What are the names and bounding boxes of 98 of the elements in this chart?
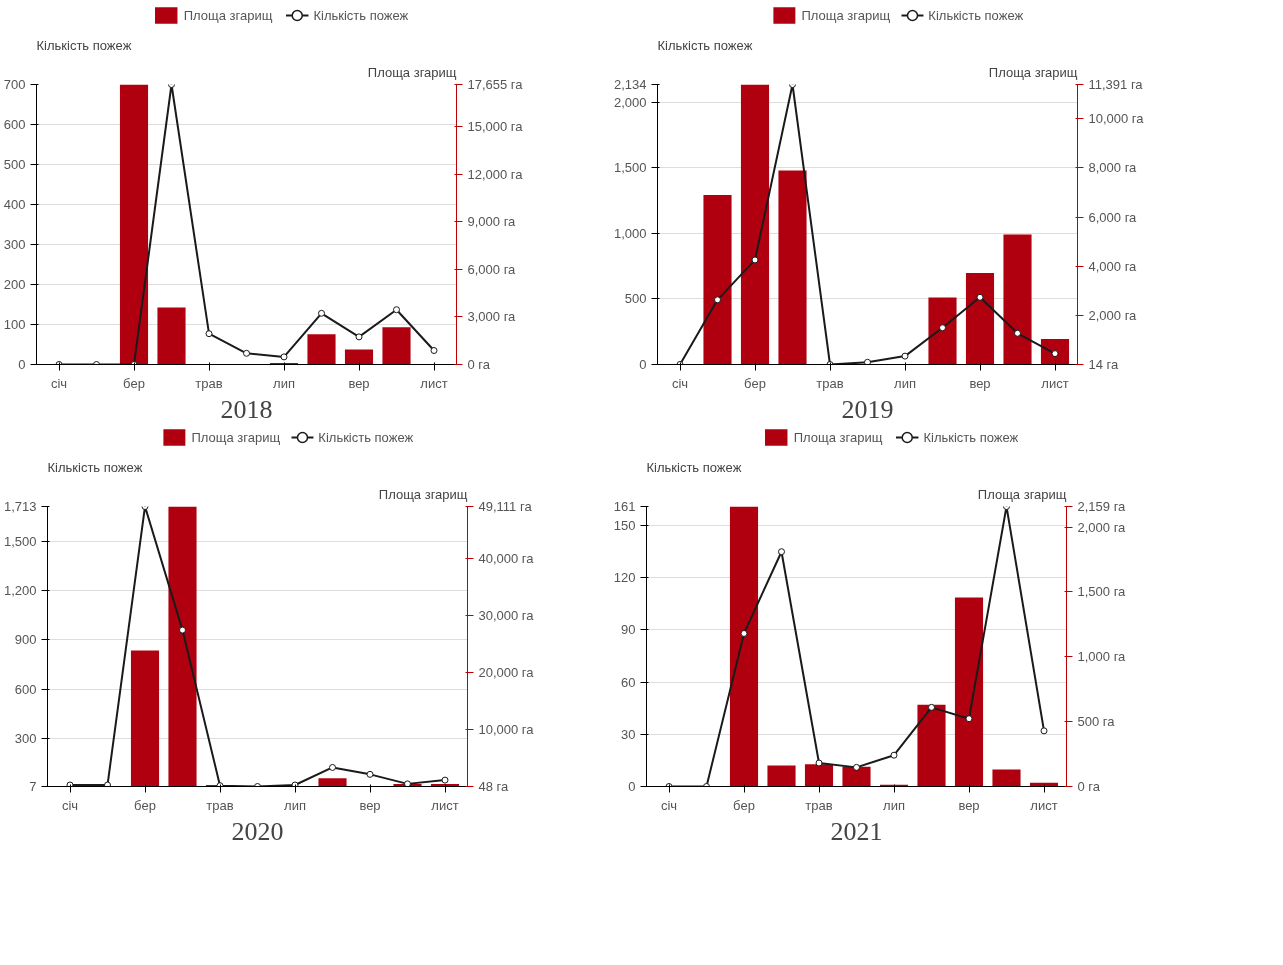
y2-tick-label: 15,000 га	[467, 119, 524, 135]
x-tick-label: бер	[733, 797, 755, 813]
legend-label: Площа згарищ	[801, 8, 891, 23]
x-tick-label: лип	[894, 375, 916, 391]
text: 2021	[830, 816, 883, 846]
y-tick-label: 100	[3, 317, 26, 332]
x-tick-label: вер	[958, 797, 980, 813]
x-tick-label: лип	[273, 375, 295, 391]
y2-tick-label: 0 га	[1077, 779, 1101, 794]
legend-label: Площа згарищ	[191, 430, 281, 445]
y-tick-label: 60	[621, 674, 636, 690]
y-tick-label: 500	[624, 291, 647, 307]
x-tick-label: січ	[50, 375, 68, 391]
y-tick-label: 30	[621, 726, 636, 742]
x-tick-label: бер	[134, 797, 156, 813]
y2-tick-label: 10,000 га	[478, 722, 535, 738]
y-tick-label: 2,000	[613, 94, 647, 110]
y2-tick-label: 14 га	[1088, 357, 1120, 372]
text: 2019	[841, 394, 894, 424]
y-axis-title: Кількість пожеж	[47, 459, 143, 475]
x-tick-label: лист	[431, 797, 459, 813]
y-tick-label: 0	[18, 357, 26, 372]
y2-tick-label: 10,000 га	[1088, 111, 1145, 127]
y2-tick-label: 12,000 га	[467, 166, 524, 182]
x-tick-label: трав	[805, 797, 833, 813]
y2-tick-label: 6,000 га	[467, 261, 517, 277]
y-tick-label: 300	[3, 237, 26, 252]
y2-tick-label: 49,111 га	[478, 499, 533, 514]
x-tick-label: вер	[969, 375, 991, 391]
y2-axis-title: Площа згарищ	[367, 64, 457, 80]
y-tick-label: 7	[29, 779, 37, 794]
x-tick-label: лист	[1030, 797, 1058, 813]
y2-tick-label: 9,000 га	[467, 214, 517, 230]
y2-tick-label: 17,655 га	[467, 77, 524, 92]
y-tick-label: 900	[14, 632, 37, 648]
y2-axis-title: Площа згарищ	[988, 64, 1078, 80]
y-tick-label: 1,000	[613, 225, 647, 241]
legend-label: Кількість пожеж	[928, 8, 1024, 23]
x-tick-label: вер	[359, 797, 381, 813]
text: 2020	[231, 816, 284, 846]
y-tick-label: 0	[628, 779, 636, 794]
y-tick-label: 200	[3, 277, 26, 292]
legend-label: Площа згарищ	[793, 430, 883, 445]
legend-label: Кількість пожеж	[923, 430, 1019, 445]
y-tick-label: 0	[639, 357, 647, 372]
y2-axis-title: Площа згарищ	[977, 486, 1067, 502]
y-tick-label: 1,713	[3, 499, 37, 514]
y-axis-title: Кількість пожеж	[36, 37, 132, 53]
x-tick-label: лип	[284, 797, 306, 813]
x-tick-label: лист	[1041, 375, 1069, 391]
y2-tick-label: 40,000 га	[478, 551, 535, 566]
x-tick-label: бер	[123, 375, 145, 391]
x-tick-label: трав	[816, 375, 844, 391]
y2-tick-label: 48 га	[478, 779, 510, 794]
y2-tick-label: 3,000 га	[467, 309, 517, 325]
y2-tick-label: 6,000 га	[1088, 209, 1138, 225]
y2-tick-label: 8,000 га	[1088, 160, 1138, 176]
y-tick-label: 600	[14, 681, 37, 697]
text: 2018	[220, 394, 273, 424]
y-tick-label: 2,134	[613, 77, 647, 92]
x-tick-label: вер	[348, 375, 370, 391]
y-tick-label: 600	[3, 117, 26, 132]
x-tick-label: лип	[883, 797, 905, 813]
y2-tick-label: 20,000 га	[478, 665, 535, 681]
x-tick-label: трав	[195, 375, 223, 391]
legend-label: Площа згарищ	[183, 8, 273, 23]
y2-tick-label: 1,000 га	[1077, 649, 1127, 665]
y-tick-label: 1,500	[613, 160, 647, 176]
x-tick-label: бер	[744, 375, 766, 391]
y-tick-label: 150	[613, 518, 636, 534]
y2-tick-label: 2,159 га	[1077, 499, 1127, 514]
x-tick-label: лист	[420, 375, 448, 391]
x-tick-label: трав	[206, 797, 234, 813]
y2-axis-title: Площа згарищ	[378, 486, 468, 502]
y-tick-label: 1,200	[3, 583, 37, 599]
x-tick-label: січ	[660, 797, 678, 813]
y-tick-label: 300	[14, 730, 37, 746]
x-tick-label: січ	[671, 375, 689, 391]
legend-label: Кількість пожеж	[318, 430, 414, 445]
y2-tick-label: 11,391 га	[1088, 77, 1144, 92]
y2-tick-label: 4,000 га	[1088, 258, 1138, 274]
y-tick-label: 161	[613, 499, 636, 514]
y2-tick-label: 2,000 га	[1088, 308, 1138, 324]
y-tick-label: 1,500	[3, 533, 37, 549]
y-axis-title: Кількість пожеж	[646, 459, 742, 475]
y-tick-label: 500	[3, 157, 26, 172]
y2-tick-label: 1,500 га	[1077, 584, 1127, 600]
y-tick-label: 90	[621, 622, 636, 638]
y-tick-label: 120	[613, 570, 636, 586]
y-tick-label: 400	[3, 197, 26, 212]
y-axis-title: Кількість пожеж	[657, 37, 753, 53]
y2-tick-label: 30,000 га	[478, 608, 535, 624]
x-tick-label: січ	[61, 797, 79, 813]
legend-label: Кількість пожеж	[313, 8, 409, 23]
y2-tick-label: 500 га	[1077, 714, 1116, 730]
y-tick-label: 700	[3, 77, 26, 92]
y2-tick-label: 2,000 га	[1077, 519, 1127, 535]
y2-tick-label: 0 га	[467, 357, 491, 372]
